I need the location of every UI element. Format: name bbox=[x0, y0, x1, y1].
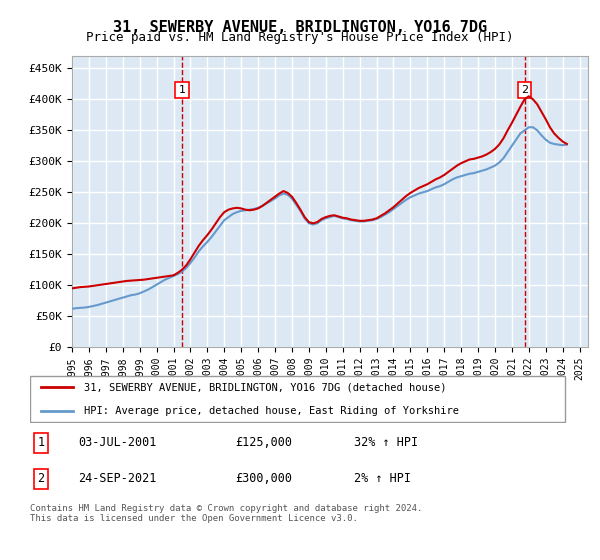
Text: £125,000: £125,000 bbox=[235, 436, 292, 449]
Text: 1: 1 bbox=[37, 436, 44, 449]
Text: 2: 2 bbox=[521, 85, 528, 95]
Text: 31, SEWERBY AVENUE, BRIDLINGTON, YO16 7DG (detached house): 31, SEWERBY AVENUE, BRIDLINGTON, YO16 7D… bbox=[84, 382, 446, 392]
FancyBboxPatch shape bbox=[30, 376, 565, 422]
Text: 31, SEWERBY AVENUE, BRIDLINGTON, YO16 7DG: 31, SEWERBY AVENUE, BRIDLINGTON, YO16 7D… bbox=[113, 20, 487, 35]
Text: 2: 2 bbox=[37, 473, 44, 486]
Text: HPI: Average price, detached house, East Riding of Yorkshire: HPI: Average price, detached house, East… bbox=[84, 406, 459, 416]
Text: Contains HM Land Registry data © Crown copyright and database right 2024.
This d: Contains HM Land Registry data © Crown c… bbox=[30, 504, 422, 524]
Text: 1: 1 bbox=[178, 85, 185, 95]
Text: 03-JUL-2001: 03-JUL-2001 bbox=[79, 436, 157, 449]
Text: 32% ↑ HPI: 32% ↑ HPI bbox=[354, 436, 418, 449]
Text: £300,000: £300,000 bbox=[235, 473, 292, 486]
Text: 24-SEP-2021: 24-SEP-2021 bbox=[79, 473, 157, 486]
Text: Price paid vs. HM Land Registry's House Price Index (HPI): Price paid vs. HM Land Registry's House … bbox=[86, 31, 514, 44]
Text: 2% ↑ HPI: 2% ↑ HPI bbox=[354, 473, 411, 486]
